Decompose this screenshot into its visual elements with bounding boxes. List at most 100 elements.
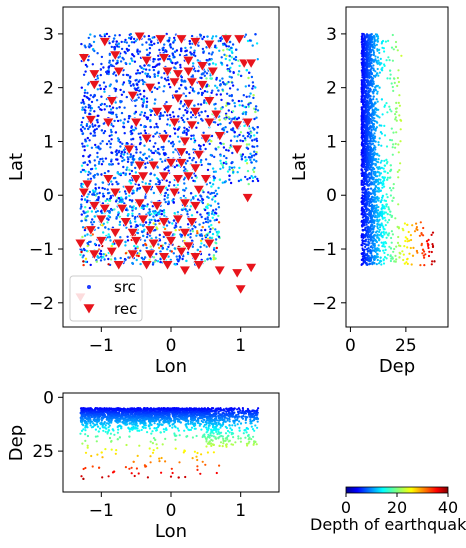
src-point [96,77,100,80]
src-point [120,150,124,154]
src-point [206,90,209,94]
src-point [83,89,87,92]
lat-depth-point [387,39,390,43]
src-point [200,195,203,198]
src-point [217,214,220,218]
lat-depth-point [363,64,366,67]
src-point [240,99,243,103]
src-point [103,87,106,91]
src-point [79,170,83,174]
src-point [203,244,206,247]
src-point [138,187,141,190]
lat-depth-point [386,213,389,216]
src-point [207,84,211,88]
src-point [159,258,162,261]
src-point [173,36,176,40]
lat-depth-point [378,230,381,233]
src-point [131,128,135,132]
src-point [91,63,95,66]
src-point [83,145,86,148]
lat-depth-point [376,220,379,223]
src-point [247,84,251,87]
src-point [231,43,235,46]
src-point [177,258,181,261]
lat-depth-point [383,170,386,173]
src-point [201,47,205,51]
lat-depth-point [378,234,381,237]
src-point [131,132,134,135]
src-point [128,62,132,65]
src-point [244,111,248,114]
src-point [245,143,249,146]
rec-marker [203,39,216,51]
rec-marker [95,236,108,247]
src-point [116,158,119,161]
src-point [207,52,211,55]
lat-depth-point [367,173,370,176]
src-point [117,42,121,45]
src-point [122,125,125,128]
src-point [81,132,84,136]
src-point [87,193,90,196]
src-point [233,166,236,169]
src-point [241,139,245,143]
src-point [249,101,252,105]
src-point [235,117,239,121]
lat-depth-point [370,168,373,171]
y-tick-label: −2 [29,294,54,314]
lat-depth-point [407,230,410,234]
src-point [100,102,104,106]
lat-depth-point [378,218,381,221]
src-point [89,109,92,112]
src-point [220,98,223,102]
src-point [127,117,131,120]
src-point [138,72,142,75]
src-point [222,49,225,52]
rec-marker [241,193,254,204]
src-point [163,85,166,88]
src-point [138,252,141,255]
lat-depth-point [368,234,371,237]
src-point [119,141,122,144]
src-point [135,254,139,257]
src-point [158,115,161,118]
src-point [126,166,129,169]
src-point [110,160,113,163]
src-point [187,129,190,132]
src-point [230,76,233,79]
lat-depth-point [411,254,415,257]
src-point [196,198,200,201]
src-point [101,181,105,184]
src-point [175,49,179,52]
src-point [122,90,126,94]
src-point [85,124,89,128]
src-point [80,198,84,201]
lat-depth-point [389,255,392,258]
src-point [115,180,118,184]
lat-depth-point [392,48,395,51]
lat-depth-point [360,233,364,236]
src-point [91,218,94,221]
src-point [82,73,86,77]
lat-depth-point [391,146,394,149]
src-point [202,131,205,134]
src-point [108,84,112,88]
src-point [88,206,92,210]
lat-depth-point [389,77,392,80]
src-point [91,189,95,192]
src-point [192,53,196,57]
src-point [250,131,253,134]
lat-depth-point [381,210,384,213]
lat-depth-point [375,160,378,163]
lat-depth-point [390,189,393,192]
src-point [205,46,208,49]
src-point [141,70,144,74]
src-point [164,131,168,135]
lat-depth-point [392,250,395,253]
lat-depth-point [415,226,418,229]
src-point [231,117,234,121]
src-point [113,71,116,74]
src-point [122,81,126,84]
src-point [142,95,146,98]
src-point [154,219,157,223]
